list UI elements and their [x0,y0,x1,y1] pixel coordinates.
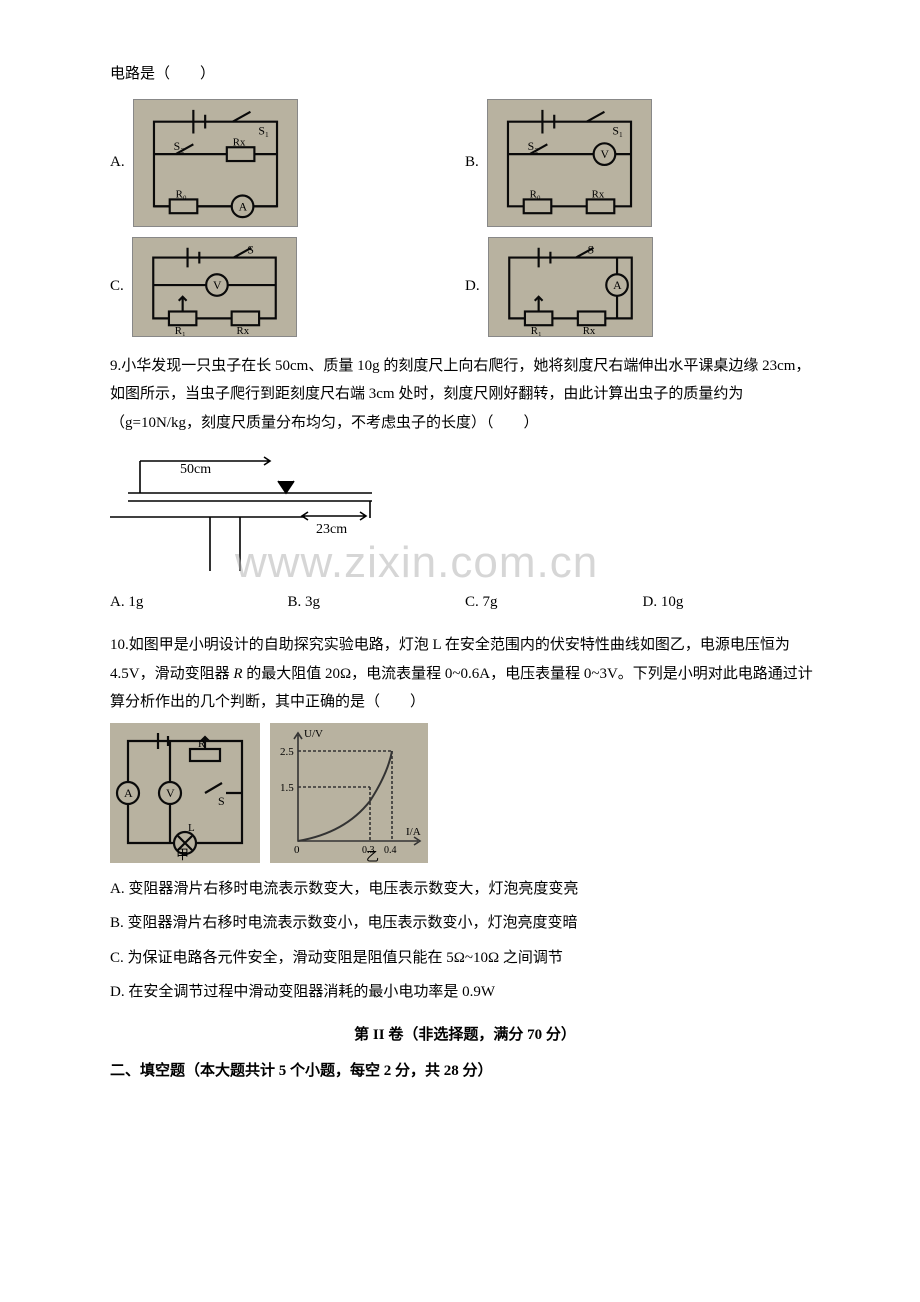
svg-text:S: S [218,794,225,808]
circuit-diagram-c: S V R₁ Rx [132,237,297,337]
q10-option-c: C. 为保证电路各元件安全，滑动变阻是阻值只能在 5Ω~10Ω 之间调节 [110,944,820,973]
q9-choice-c: C. 7g [465,588,643,617]
svg-text:A: A [613,278,622,291]
svg-text:Rx: Rx [236,325,249,337]
svg-text:V: V [600,147,609,161]
graph-xtick-1: 0.4 [384,845,397,856]
q10-body-r: R [233,666,242,682]
q9-choice-a: A. 1g [110,588,288,617]
svg-text:A: A [238,199,247,213]
overhang-label: 23cm [316,522,347,537]
circuit-diagram-d: S A R₁ Rx [488,237,653,337]
q8-option-c: C. S V R₁ Rx [110,237,465,337]
q8-row2: C. S V R₁ Rx D. [110,237,820,337]
q9-figure-wrap: 50cm 23cm www.zixin.com.cn [110,443,820,584]
q10-graph-label: 乙 [366,849,379,863]
q9-body: 9.小华发现一只虫子在长 50cm、质量 10g 的刻度尺上向右爬行，她将刻度尺… [110,352,820,438]
svg-text:R₁: R₁ [175,325,186,337]
q10-circuit-label: 甲 [176,847,189,862]
q8-option-b: B. S₁ S₂ V R₀ Rx [465,99,820,227]
q10-option-a: A. 变阻器滑片右移时电流表示数变大，电压表示数变大，灯泡亮度变亮 [110,875,820,904]
q10-circuit: A V R S L 甲 [110,723,260,863]
q8-label-a: A. [110,148,125,177]
svg-text:S₁: S₁ [258,123,269,137]
svg-text:R: R [198,738,206,750]
q10-graph: U/V 2.5 1.5 0 0.3 0.4 I/A 乙 [270,723,428,863]
q8-label-b: B. [465,148,479,177]
svg-text:S₂: S₂ [527,139,538,153]
q8-label-d: D. [465,272,480,301]
ruler-len-label: 50cm [180,462,211,477]
svg-text:R₀: R₀ [175,188,186,200]
svg-text:R₁: R₁ [530,325,541,337]
ruler-diagram: 50cm 23cm [110,443,390,573]
svg-text:Rx: Rx [582,325,595,337]
q10-body: 10.如图甲是小明设计的自助探究实验电路，灯泡 L 在安全范围内的伏安特性曲线如… [110,631,820,717]
svg-text:R₀: R₀ [529,188,540,200]
q9-choice-d: D. 10g [643,588,821,617]
q8-row1: A. S₁ S₂ Rx R₀ A B. [110,99,820,227]
svg-text:S₁: S₁ [612,123,623,137]
q8-lead: 电路是（ ） [110,60,820,89]
graph-ytick-0: 2.5 [280,746,294,758]
svg-text:A: A [124,786,133,800]
q8-option-a: A. S₁ S₂ Rx R₀ A [110,99,465,227]
svg-text:L: L [188,822,195,834]
svg-text:S: S [587,243,594,256]
graph-xlabel: I/A [406,826,421,838]
circuit-diagram-b: S₁ S₂ V R₀ Rx [487,99,652,227]
q10-images: A V R S L 甲 U/V 2.5 1.5 0 0.3 0.4 I/A 乙 [110,723,820,863]
graph-ytick-1: 1.5 [280,782,294,794]
q9-choice-b: B. 3g [288,588,466,617]
q10-option-b: B. 变阻器滑片右移时电流表示数变小，电压表示数变小，灯泡亮度变暗 [110,909,820,938]
svg-text:V: V [213,278,222,291]
q8-label-c: C. [110,272,124,301]
q8-option-d: D. S A R₁ Rx [465,237,820,337]
circuit-diagram-a: S₁ S₂ Rx R₀ A [133,99,298,227]
svg-text:S₂: S₂ [173,139,184,153]
svg-text:S: S [247,243,254,256]
graph-ylabel: U/V [304,728,323,740]
graph-origin: 0 [294,844,300,856]
q10-option-d: D. 在安全调节过程中滑动变阻器消耗的最小电功率是 0.9W [110,978,820,1007]
section2-title: 第 II 卷（非选择题，满分 70 分） [110,1021,820,1050]
svg-text:V: V [166,786,175,800]
svg-text:Rx: Rx [591,188,604,200]
svg-text:Rx: Rx [232,136,245,148]
section2-sub: 二、填空题（本大题共计 5 个小题，每空 2 分，共 28 分） [110,1057,820,1086]
q9-choices: A. 1g B. 3g C. 7g D. 10g [110,588,820,617]
